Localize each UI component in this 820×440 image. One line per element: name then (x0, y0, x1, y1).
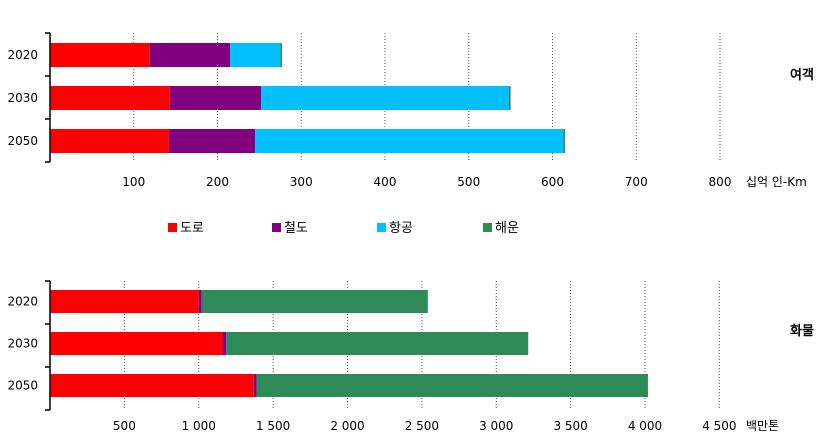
bar-segment (201, 290, 428, 313)
x-tick-label: 1 000 (182, 419, 216, 433)
x-tick-label: 600 (541, 175, 564, 189)
x-tick-label: 100 (122, 175, 145, 189)
x-tick-label: 800 (709, 175, 732, 189)
legend-swatch (483, 223, 492, 232)
legend-label: 도로 (180, 221, 204, 236)
bar-segment (230, 43, 281, 67)
panel-title: 여객 (790, 67, 814, 83)
bar-segment (261, 86, 509, 110)
x-tick-label: 200 (206, 175, 229, 189)
legend-swatch (272, 223, 281, 232)
x-tick-label: 300 (290, 175, 313, 189)
x-tick-label: 500 (457, 175, 480, 189)
bar-segment (168, 129, 256, 153)
x-tick-label: 2 000 (330, 419, 364, 433)
unit-label: 백만톤 (746, 419, 779, 433)
category-label: 2050 (7, 134, 38, 148)
legend-swatch (168, 223, 177, 232)
category-label: 2030 (7, 337, 38, 351)
bar-segment (169, 86, 262, 110)
x-tick-label: 3 000 (479, 419, 513, 433)
bar-segment (50, 86, 170, 110)
legend-label: 철도 (284, 221, 308, 236)
category-label: 2020 (7, 295, 38, 309)
x-tick-label: 2 500 (405, 419, 439, 433)
bar-segment (508, 86, 511, 110)
bar-segment (50, 290, 199, 313)
bar-segment (226, 332, 529, 355)
bar-segment (255, 129, 564, 153)
x-tick-label: 4 500 (702, 419, 736, 433)
bar-segment (280, 43, 282, 67)
bar-segment (253, 374, 257, 397)
legend-swatch (377, 223, 386, 232)
panel-title: 화물 (790, 323, 814, 339)
bar-segment (222, 332, 227, 355)
bar-segment (149, 43, 231, 67)
bar-segment (563, 129, 566, 153)
x-tick-label: 4 000 (628, 419, 662, 433)
bar-segment (256, 374, 648, 397)
bar-segment (198, 290, 202, 313)
legend-label: 해운 (495, 221, 519, 236)
x-tick-label: 1 500 (256, 419, 290, 433)
category-label: 2050 (7, 379, 38, 393)
category-label: 2020 (7, 48, 38, 62)
x-tick-label: 700 (625, 175, 648, 189)
x-tick-label: 400 (374, 175, 397, 189)
unit-label: 십억 인-Km (746, 175, 807, 189)
x-tick-label: 3 500 (553, 419, 587, 433)
x-tick-label: 500 (113, 419, 136, 433)
legend-label: 항공 (389, 221, 413, 236)
category-label: 2030 (7, 91, 38, 105)
bar-segment (50, 43, 150, 67)
bar-segment (50, 332, 223, 355)
bar-segment (50, 129, 169, 153)
bar-segment (50, 374, 254, 397)
